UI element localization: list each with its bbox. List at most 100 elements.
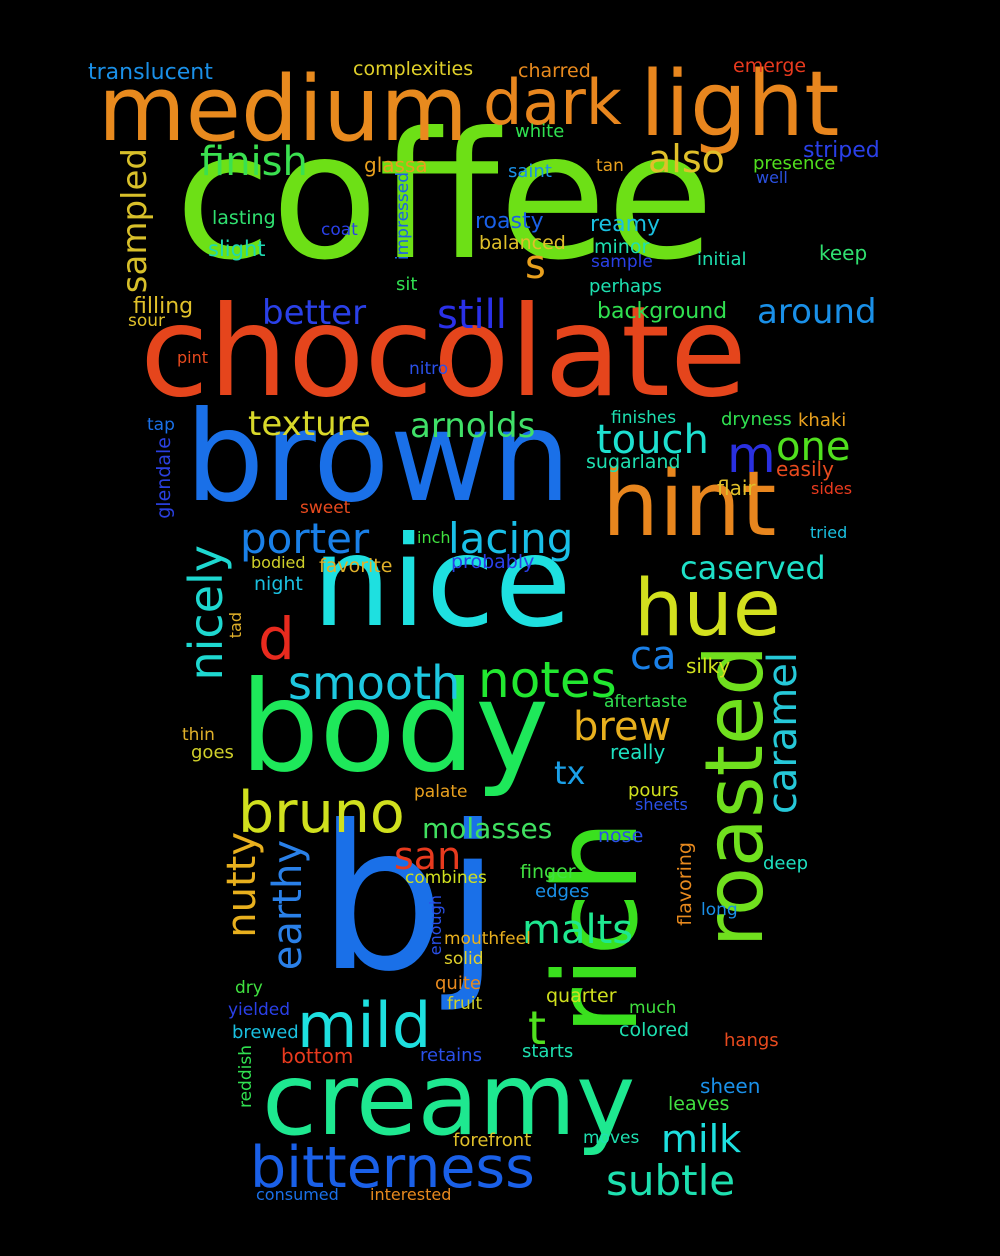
- word-texture: texture: [248, 404, 371, 444]
- word-m: m: [727, 426, 776, 484]
- word-lasting: lasting: [212, 207, 276, 229]
- word-tan: tan: [596, 156, 624, 176]
- word-favorite: favorite: [319, 555, 393, 577]
- word-sheen: sheen: [700, 1074, 761, 1098]
- word-reddish: reddish: [236, 1045, 256, 1109]
- word-really: really: [610, 740, 666, 764]
- word-bottom: bottom: [281, 1044, 354, 1068]
- word-nicely: nicely: [179, 545, 233, 681]
- word-finger: finger: [520, 861, 576, 883]
- word-notes: notes: [478, 651, 617, 709]
- word-initial: initial: [697, 249, 747, 270]
- word-subtle: subtle: [606, 1156, 736, 1205]
- word-arnolds: arnolds: [410, 406, 536, 446]
- word-probably: probably: [451, 551, 535, 573]
- word-leaves: leaves: [668, 1093, 730, 1115]
- word-interested: interested: [370, 1185, 452, 1204]
- word-inch: inch: [417, 528, 451, 547]
- word-dry: dry: [235, 978, 263, 998]
- word-brown: brown: [185, 385, 571, 530]
- word-brew: brew: [573, 704, 672, 750]
- word-complexities: complexities: [353, 58, 474, 80]
- word-milk: milk: [661, 1117, 742, 1161]
- word-sour: sour: [128, 311, 166, 331]
- word-nice: nice: [312, 510, 572, 655]
- word-yielded: yielded: [228, 1000, 291, 1020]
- word-dark: dark: [483, 66, 622, 139]
- word-nose: nose: [598, 825, 644, 847]
- word-creamy: creamy: [262, 1041, 636, 1158]
- word-tad: tad: [226, 612, 245, 639]
- word-touch: touch: [596, 417, 709, 463]
- word-slight: slight: [208, 237, 266, 261]
- word-bodied: bodied: [251, 553, 306, 572]
- word-minor: minor: [594, 236, 650, 258]
- word-porter: porter: [240, 514, 370, 563]
- word-consumed: consumed: [256, 1185, 339, 1204]
- word-sugarland: sugarland: [586, 451, 681, 473]
- word-medium: medium: [98, 57, 468, 162]
- word-malts: malts: [522, 907, 634, 953]
- word-tap: tap: [147, 415, 175, 435]
- word-striped: striped: [803, 138, 880, 163]
- word-thin: thin: [182, 725, 215, 745]
- word-long: long: [701, 900, 738, 920]
- word-enough: enough: [426, 895, 445, 956]
- word-flavoring: flavoring: [674, 842, 696, 926]
- word-d: d: [258, 605, 295, 673]
- word-bruno: bruno: [238, 780, 405, 846]
- word-one: one: [776, 424, 851, 470]
- word-brewed: brewed: [232, 1022, 299, 1043]
- word-light: light: [640, 52, 840, 157]
- word-silky: silky: [686, 654, 731, 678]
- word-much: much: [629, 998, 677, 1018]
- word-forefront: forefront: [453, 1130, 532, 1151]
- word-solid: solid: [444, 949, 484, 969]
- word-s: s: [525, 242, 546, 288]
- word-easily: easily: [776, 457, 834, 481]
- word-san: san: [394, 834, 462, 878]
- word-sweet: sweet: [300, 498, 351, 518]
- word-sit: sit: [396, 274, 418, 295]
- word-caramel: caramel: [760, 652, 806, 815]
- word-lacing: lacing: [448, 514, 574, 563]
- word-flair: flair: [717, 476, 756, 500]
- word-mild: mild: [297, 989, 432, 1062]
- word-starts: starts: [522, 1041, 574, 1062]
- word-aftertaste: aftertaste: [604, 692, 688, 712]
- word-combines: combines: [405, 868, 487, 888]
- word-nutty: nutty: [219, 832, 265, 938]
- word-pint: pint: [177, 348, 209, 367]
- word-sheets: sheets: [635, 795, 688, 814]
- word-reamy: reamy: [590, 212, 661, 237]
- word-still: still: [437, 292, 507, 338]
- word-quite: quite: [435, 973, 481, 994]
- word-around: around: [757, 292, 877, 332]
- word-coffee: coffee: [175, 96, 715, 299]
- word-tried: tried: [810, 523, 848, 542]
- word-molasses: molasses: [422, 812, 553, 845]
- word-pours: pours: [628, 780, 679, 801]
- word-smooth: smooth: [288, 656, 461, 710]
- word-better: better: [262, 293, 367, 333]
- word-finishes: finishes: [611, 408, 677, 428]
- word-khaki: khaki: [798, 410, 847, 431]
- word-glassa: glassa: [364, 153, 428, 177]
- word-sides: sides: [811, 479, 853, 498]
- word-caserved: caserved: [680, 549, 826, 587]
- word-hangs: hangs: [724, 1030, 779, 1051]
- word-deep: deep: [763, 853, 808, 874]
- word-roasty: roasty: [475, 209, 544, 234]
- word-sample: sample: [591, 252, 653, 272]
- word-white: white: [515, 121, 565, 142]
- word-also: also: [648, 137, 725, 181]
- word-dryness: dryness: [721, 409, 792, 430]
- word-presence: presence: [753, 153, 836, 174]
- word-charred: charred: [518, 60, 591, 82]
- word-nitro: nitro: [409, 359, 449, 379]
- word-mouthfeel: mouthfeel: [444, 929, 531, 949]
- word-goes: goes: [191, 742, 234, 763]
- word-body: body: [240, 655, 550, 800]
- word-palate: palate: [414, 782, 468, 802]
